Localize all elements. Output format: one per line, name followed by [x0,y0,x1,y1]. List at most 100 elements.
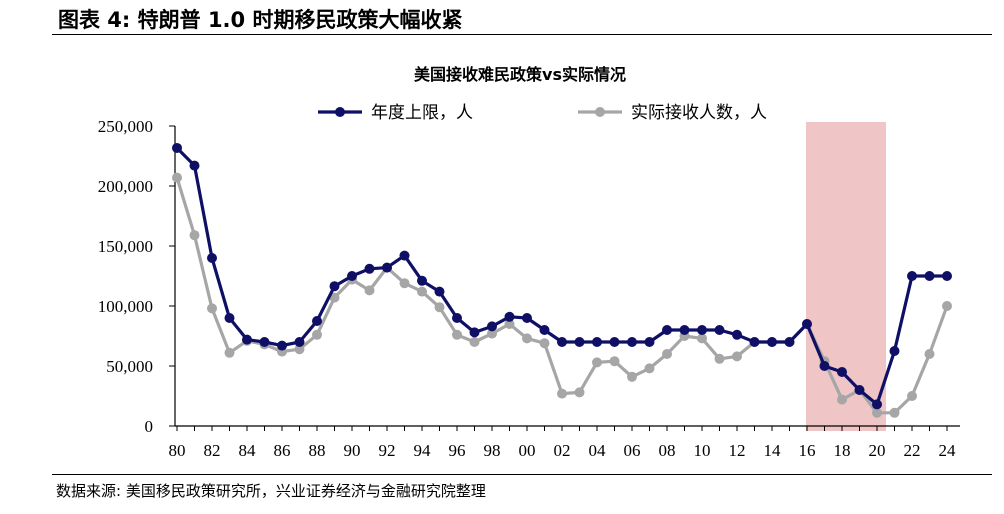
data-point [872,399,882,410]
data-point [662,349,672,359]
x-tick-label: 80 [169,441,186,460]
x-tick-label: 96 [449,441,466,460]
data-point [627,371,637,382]
y-tick-label: 50,000 [106,357,153,376]
y-tick-label: 0 [145,417,154,436]
data-point [907,391,917,401]
data-point [242,334,252,345]
data-point [487,328,497,339]
data-point [732,329,742,340]
data-point [767,337,777,347]
data-point [889,346,900,356]
data-point [924,271,935,281]
legend-label: 年度上限，人 [371,103,473,123]
data-point [644,337,655,347]
data-point [609,337,620,347]
data-point [732,351,742,362]
x-tick-label: 04 [589,441,607,460]
data-point [907,271,917,281]
x-tick-label: 94 [414,441,432,460]
x-tick-label: 20 [869,441,886,460]
data-point [714,353,725,364]
legend-marker [595,107,605,117]
legend: 年度上限，人 实际接收人数，人 [318,103,767,123]
data-point [469,327,480,338]
data-point [434,302,445,313]
data-point [802,319,812,329]
data-point [662,325,672,335]
data-point [452,313,462,323]
x-tick-label: 06 [624,441,641,460]
legend-label: 实际接收人数，人 [631,103,767,123]
x-axis: 80 82 84 86 88 90 92 94 96 98 00 02 04 06 08 10 12 14 16 18… [169,425,960,460]
data-point [714,325,725,335]
data-point [889,407,900,418]
data-point [312,316,322,326]
data-point [627,337,637,347]
x-tick-label: 02 [554,441,571,460]
data-point [942,271,952,281]
y-tick-label: 100,000 [98,297,153,316]
data-point [679,325,690,335]
data-point [312,329,322,340]
data-point [382,262,392,273]
data-point [434,286,445,297]
data-point [644,363,655,374]
data-point [749,337,760,347]
data-point [504,319,515,329]
data-point [224,313,235,323]
data-point [364,263,375,274]
data-point [504,311,515,322]
data-point [399,278,410,289]
y-axis: 0 50,000 100,000 150,000 200,000 250,000 [98,117,176,436]
data-point [837,367,847,377]
data-point [399,250,410,261]
data-point [172,142,182,153]
data-point [819,361,830,371]
x-tick-label: 10 [694,441,711,460]
data-point [574,337,585,347]
data-point [452,329,462,340]
data-point [189,160,200,171]
data-point [697,333,707,344]
data-point [259,337,270,347]
data-point [364,285,375,296]
y-tick-label: 250,000 [98,117,153,136]
figure-title: 图表 4: 特朗普 1.0 时期移民政策大幅收紧 [58,8,463,32]
x-tick-label: 00 [519,441,536,460]
x-tick-label: 12 [729,441,746,460]
x-tick-label: 92 [379,441,396,460]
data-point [417,275,427,286]
y-tick-label: 200,000 [98,177,153,196]
data-point [469,337,480,347]
data-point [329,281,340,292]
data-point [574,387,585,398]
data-point [557,388,567,399]
data-point [924,349,935,359]
x-tick-label: 08 [659,441,676,460]
data-point [207,253,217,263]
data-point [224,347,235,358]
x-tick-label: 84 [239,441,257,460]
data-point [854,385,865,395]
x-tick-label: 22 [904,441,921,460]
top-divider [52,34,992,35]
data-point [942,301,952,311]
data-point [329,292,340,303]
x-tick-label: 82 [204,441,221,460]
data-point [189,230,200,241]
data-point [592,337,602,347]
x-tick-label: 24 [939,441,957,460]
x-tick-label: 90 [344,441,361,460]
data-point [592,357,602,368]
highlight-region [806,122,886,431]
y-tick-label: 150,000 [98,237,153,256]
x-tick-label: 86 [274,441,291,460]
x-tick-label: 98 [484,441,501,460]
data-point [784,337,795,347]
data-point [872,407,882,418]
data-point [277,340,287,351]
data-point [557,337,567,347]
data-point [837,394,847,405]
